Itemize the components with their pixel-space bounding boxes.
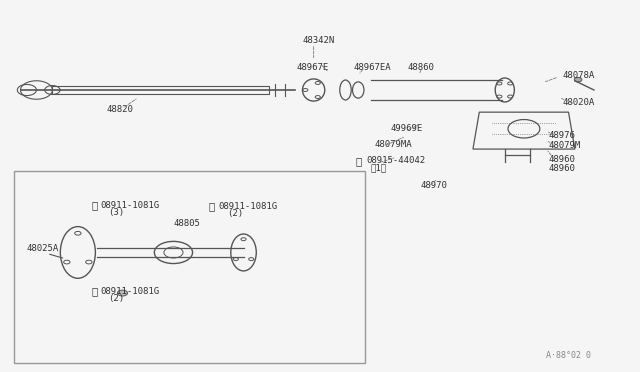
Text: 48342N: 48342N [302,36,335,45]
Text: 48970: 48970 [420,181,447,190]
Text: （1）: （1） [371,164,387,173]
Text: (3): (3) [108,208,125,217]
Circle shape [117,290,127,296]
Text: 48805: 48805 [173,219,200,228]
Circle shape [574,77,582,82]
Text: 48976: 48976 [548,131,575,140]
Text: Ⓝ: Ⓝ [356,156,362,166]
Text: 08911-1081G: 08911-1081G [218,202,277,211]
Text: 08915-44042: 08915-44042 [366,156,425,166]
Text: 48025A: 48025A [27,244,59,253]
Text: 48020A: 48020A [562,98,595,107]
Text: 48079M: 48079M [548,141,580,150]
Text: 48860: 48860 [408,62,435,72]
Text: A·88°02 0: A·88°02 0 [546,350,591,360]
Text: Ⓝ: Ⓝ [209,201,215,211]
Text: 48960: 48960 [548,155,575,164]
Text: (2): (2) [108,294,125,303]
Text: 48078A: 48078A [562,71,595,80]
Text: Ⓝ: Ⓝ [92,200,98,210]
Text: 48960: 48960 [548,164,575,173]
Text: Ⓝ: Ⓝ [92,286,98,296]
Text: 48967E: 48967E [296,62,329,72]
Text: 08911-1081G: 08911-1081G [100,201,160,210]
Text: 48967EA: 48967EA [354,62,392,72]
Text: 08911-1081G: 08911-1081G [100,287,160,296]
Text: 49969E: 49969E [390,124,422,133]
Text: 48079MA: 48079MA [374,140,412,149]
Text: (2): (2) [228,209,244,218]
Text: 48820: 48820 [106,105,133,115]
